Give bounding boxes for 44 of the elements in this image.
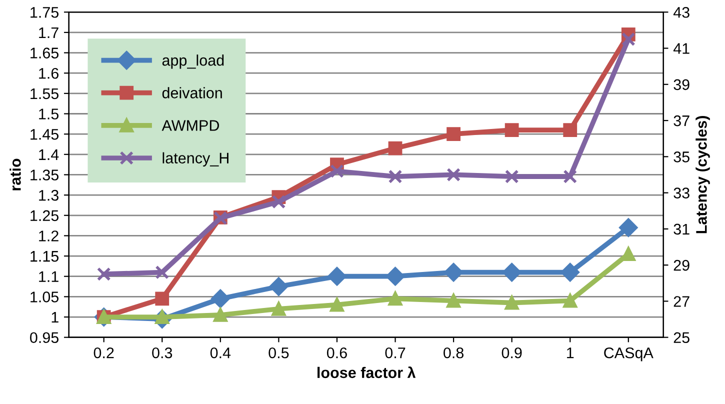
x-tick-label: 0.5 bbox=[268, 347, 289, 358]
x-tick-label: 0.2 bbox=[94, 347, 114, 358]
x-tick-label: 0.3 bbox=[152, 347, 172, 358]
y2-tick-label: 37 bbox=[674, 115, 690, 126]
y-tick-label: 1.65 bbox=[30, 48, 59, 58]
y-tick-label: 1.45 bbox=[30, 129, 59, 140]
y-tick-label: 1.15 bbox=[30, 251, 59, 262]
y2-tick-label: 35 bbox=[674, 152, 690, 162]
y-tick-label: 1.7 bbox=[39, 27, 58, 38]
x-tick-label: 1 bbox=[567, 348, 574, 358]
y2-tick-label: 43 bbox=[673, 6, 690, 18]
y-tick-label: 1.05 bbox=[30, 292, 59, 302]
y-tick-label: 1.25 bbox=[30, 210, 59, 222]
y-tick-label: 1.1 bbox=[39, 271, 58, 282]
x-tick-label: 0.6 bbox=[326, 347, 347, 358]
y-tick-label: 1.35 bbox=[30, 170, 59, 180]
x-tick-label: CASqA bbox=[604, 347, 654, 362]
x-tick-label: 0.8 bbox=[444, 347, 464, 358]
x-tick-label: 0.7 bbox=[385, 347, 406, 358]
y2-tick-label: 39 bbox=[674, 79, 690, 90]
y-tick-label: 1.6 bbox=[39, 68, 58, 79]
y-tick-label: 1.5 bbox=[39, 108, 59, 120]
y-tick-label: 1.75 bbox=[30, 7, 59, 18]
x-tick-label: 0.4 bbox=[210, 347, 231, 358]
legend-label: AWMPD bbox=[162, 120, 219, 131]
y2-tick-label: 29 bbox=[674, 260, 690, 271]
y-tick-label: 0.95 bbox=[30, 332, 59, 344]
y2-tick-label: 41 bbox=[673, 43, 690, 54]
y2-tick-label: 33 bbox=[674, 188, 690, 198]
y2-tick-label: 31 bbox=[674, 224, 690, 235]
y-tick-label: 1.4 bbox=[39, 149, 59, 160]
x-tick-label: 0.9 bbox=[502, 347, 522, 358]
y2-axis-title: Latency (cycles) bbox=[696, 116, 710, 234]
legend-label: latency_H bbox=[162, 152, 228, 167]
x-axis-title: loose factor λ bbox=[318, 366, 416, 378]
y2-tick-label: 25 bbox=[674, 332, 690, 344]
y-axis-title: ratio bbox=[10, 158, 21, 190]
legend-label: deivation bbox=[162, 87, 222, 98]
legend-label: app_load bbox=[162, 54, 224, 69]
y-tick-label: 1.55 bbox=[30, 88, 59, 100]
y-tick-label: 1.3 bbox=[39, 190, 58, 201]
y-tick-label: 1.2 bbox=[39, 230, 58, 242]
y2-tick-label: 27 bbox=[674, 296, 690, 307]
y-tick-label: 1 bbox=[52, 312, 58, 323]
